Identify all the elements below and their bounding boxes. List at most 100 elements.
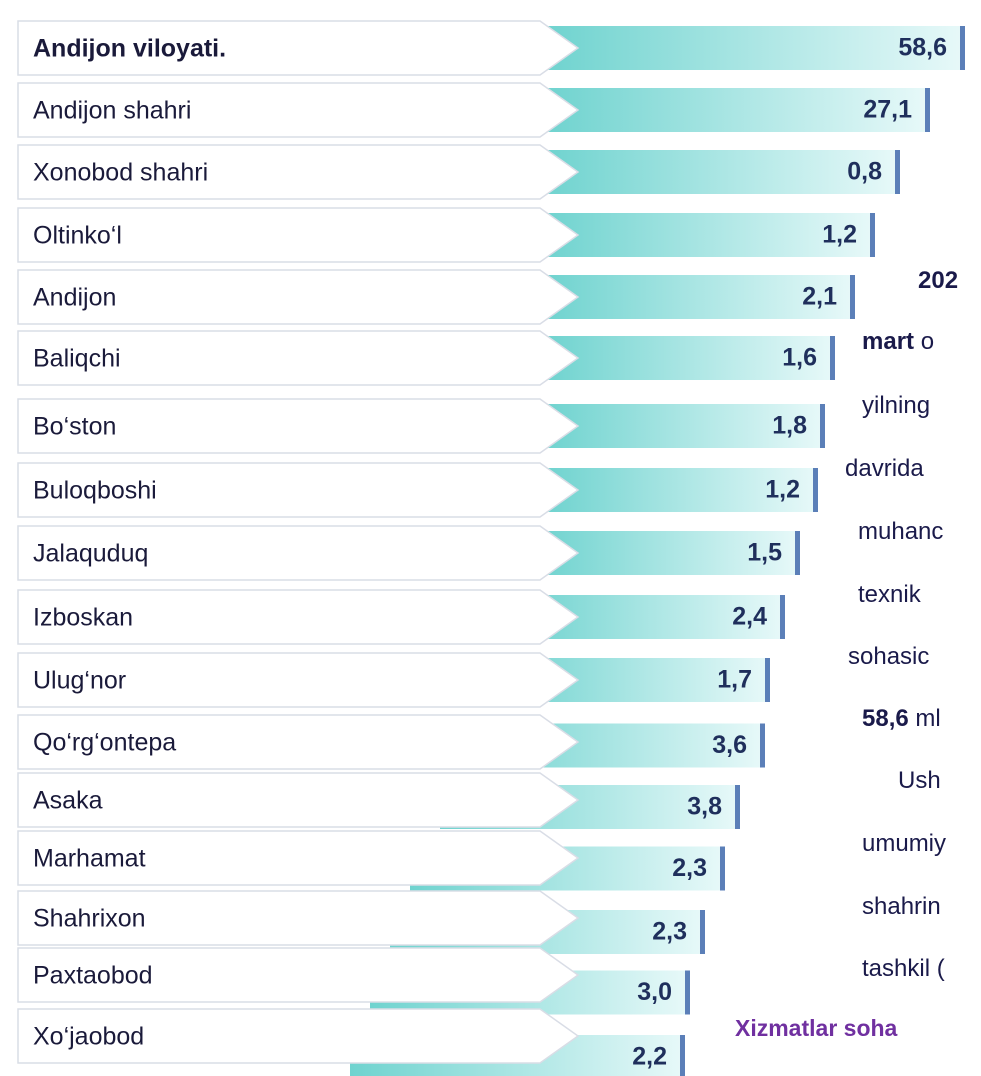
bar-edge (925, 88, 930, 132)
side-text-line: davrida (845, 455, 924, 482)
bar (545, 336, 835, 380)
bar-edge (850, 275, 855, 319)
value-label: 1,2 (822, 221, 857, 249)
footer-heading: Xizmatlar soha (735, 1015, 898, 1041)
bar-edge (813, 468, 818, 512)
label-box (17, 772, 580, 828)
bar-edge (680, 1035, 685, 1076)
side-text-part: tashkil ( (862, 955, 945, 982)
bar (545, 404, 825, 448)
side-text-line: shahrin (862, 893, 941, 920)
region-name: Qo‘rg‘ontepa (33, 729, 176, 757)
bar-edge (760, 723, 765, 768)
bar-edge (795, 531, 800, 575)
region-name: Izboskan (33, 604, 133, 632)
side-text-line: Ush (898, 767, 941, 794)
value-label: 1,7 (717, 666, 752, 694)
bar (545, 468, 818, 512)
bar (540, 531, 800, 575)
label-box (17, 207, 580, 263)
side-text-line: muhanc (858, 518, 943, 545)
side-text-part: muhanc (858, 518, 943, 545)
side-text-line: sohasic (848, 643, 929, 670)
bar-edge (895, 150, 900, 194)
value-label: 3,6 (712, 731, 747, 759)
side-text-part: texnik (858, 581, 922, 608)
label-box (17, 890, 580, 946)
value-label: 0,8 (847, 158, 882, 186)
value-label: 2,3 (672, 854, 707, 882)
bar (545, 213, 875, 257)
value-label: 1,6 (782, 344, 817, 372)
label-box (17, 269, 580, 325)
label-box (17, 589, 580, 645)
side-text-line: tashkil ( (862, 955, 945, 982)
region-name: Oltinko‘l (33, 222, 122, 250)
label-box (17, 1008, 580, 1064)
label-box (17, 947, 580, 1003)
bar (545, 26, 965, 70)
side-text-part: 58,6 (862, 705, 909, 732)
value-label: 2,1 (802, 283, 837, 311)
side-text-part: 202 (918, 267, 958, 294)
label-box (17, 652, 580, 708)
bar-edge (960, 26, 965, 70)
bar (545, 150, 900, 194)
label-box (17, 830, 580, 886)
side-text-line: 202 (918, 267, 958, 294)
region-name: Jalaquduq (33, 540, 148, 568)
side-text-line: yilning (862, 392, 930, 419)
bar-edge (830, 336, 835, 380)
region-name: Andijon shahri (33, 97, 191, 125)
bar (545, 88, 930, 132)
bar-edge (720, 846, 725, 891)
region-name: Buloqboshi (33, 477, 157, 505)
label-box (17, 525, 580, 581)
side-text-part: shahrin (862, 893, 941, 920)
region-name: Paxtaobod (33, 962, 153, 990)
side-text-line: umumiy (862, 830, 946, 857)
bar-edge (870, 213, 875, 257)
region-name: Bo‘ston (33, 413, 116, 441)
value-label: 2,4 (732, 603, 767, 631)
region-name: Ulug‘nor (33, 667, 126, 695)
region-name: Baliqchi (33, 345, 121, 373)
value-label: 1,5 (747, 539, 782, 567)
region-name: Xo‘jaobod (33, 1023, 144, 1051)
side-text-line: texnik (858, 581, 922, 608)
bar-edge (780, 595, 785, 639)
value-label: 27,1 (863, 96, 912, 124)
bar-edge (700, 910, 705, 954)
value-label: 1,8 (772, 412, 807, 440)
value-label: 2,3 (652, 918, 687, 946)
side-text-part: Ush (898, 767, 941, 794)
label-box (17, 20, 580, 76)
label-box (17, 330, 580, 386)
side-text-part: ml (909, 705, 941, 732)
region-name: Andijon (33, 284, 116, 312)
bar-edge (820, 404, 825, 448)
region-name: Xonobod shahri (33, 159, 208, 187)
bar-edge (765, 658, 770, 702)
bar (545, 275, 855, 319)
label-box (17, 82, 580, 138)
side-text-part: mart (862, 328, 914, 355)
bar-edge (685, 970, 690, 1015)
region-name: Andijon viloyati. (33, 35, 226, 63)
value-label: 3,0 (637, 978, 672, 1006)
value-label: 58,6 (898, 34, 947, 62)
value-label: 2,2 (632, 1043, 667, 1071)
side-text-line: 58,6 ml (862, 705, 941, 732)
side-text-part: sohasic (848, 643, 929, 670)
region-name: Asaka (33, 787, 103, 815)
region-name: Marhamat (33, 845, 146, 873)
label-box (17, 398, 580, 454)
value-label: 1,2 (765, 476, 800, 504)
value-label: 3,8 (687, 793, 722, 821)
label-box (17, 714, 580, 770)
side-text-part: davrida (845, 455, 924, 482)
side-text-part: yilning (862, 392, 930, 419)
side-text-line: mart o (862, 328, 934, 355)
label-box (17, 144, 580, 200)
